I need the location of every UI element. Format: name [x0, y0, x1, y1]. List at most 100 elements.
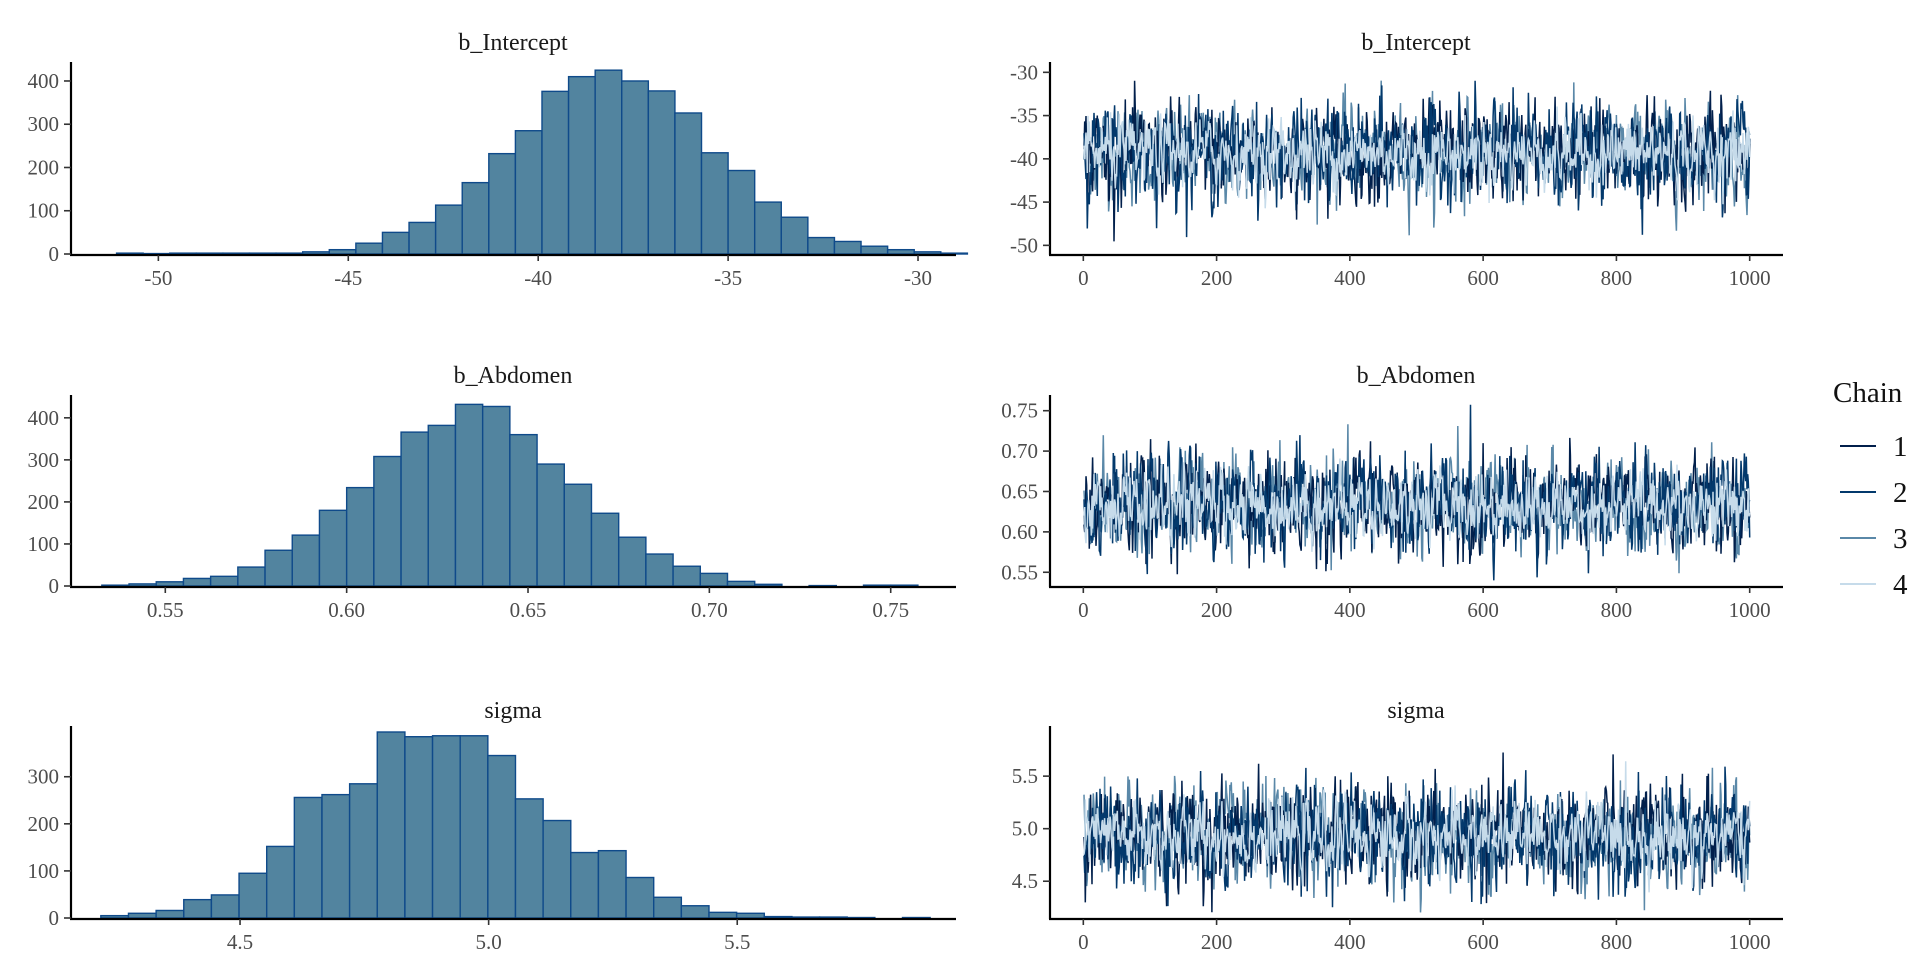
- histogram-bar: [264, 549, 293, 587]
- histogram-bar: [454, 403, 484, 587]
- histogram-bar: [708, 911, 738, 919]
- y-tick-label: -30: [1010, 60, 1038, 84]
- y-tick-label: 5.5: [1012, 764, 1038, 788]
- legend-title: Chain: [1833, 377, 1903, 409]
- histogram-bar: [238, 872, 268, 919]
- histogram-bar: [567, 75, 596, 255]
- histogram-bar: [621, 80, 650, 255]
- x-tick-label: 400: [1334, 266, 1366, 290]
- histogram-bar: [763, 915, 793, 919]
- y-tick-label: -45: [1010, 190, 1038, 214]
- histogram-bar: [563, 483, 593, 587]
- histogram-bar: [348, 783, 378, 919]
- panels: b_Intercept -50 -45 -40 -35 -30 0 100 200 300 400 b…: [28, 30, 1783, 954]
- histogram-panel-sigma: sigma 4.5 5.0 5.5 0 100 200 300: [28, 698, 956, 954]
- y-tick-label: 0: [49, 906, 60, 930]
- histogram-bar: [860, 245, 889, 255]
- histogram-bar: [115, 252, 144, 255]
- y-tick-label: 400: [28, 69, 60, 93]
- x-tick-label: 200: [1201, 266, 1233, 290]
- x-tick-label: -30: [904, 266, 932, 290]
- histogram-bar: [940, 252, 969, 255]
- histogram-bar: [248, 252, 277, 255]
- y-tick-label: 200: [28, 490, 60, 514]
- histogram-bar: [293, 796, 323, 919]
- x-tick-label: 1000: [1729, 930, 1771, 954]
- x-tick-label: 5.5: [724, 930, 750, 954]
- histogram-bar: [427, 424, 457, 587]
- y-tick-label: 0.70: [1001, 439, 1038, 463]
- y-tick-label: 200: [28, 155, 60, 179]
- histogram-bar: [680, 905, 710, 919]
- histogram-bar: [833, 240, 862, 255]
- histogram-bar: [570, 851, 600, 919]
- histogram-bar: [373, 455, 402, 587]
- trace-panel-b_Abdomen: b_Abdomen 0 200 400 600 800 1000 0.55 0.60 0.65 0.…: [1001, 363, 1783, 622]
- x-tick-label: -45: [334, 266, 362, 290]
- histogram-bar: [625, 876, 655, 919]
- y-tick-label: 300: [28, 448, 60, 472]
- x-tick-label: 0: [1078, 266, 1089, 290]
- histogram-bar: [169, 252, 198, 255]
- histogram-bar: [726, 580, 756, 587]
- legend-label: 1: [1893, 431, 1908, 463]
- histogram-bar: [890, 584, 919, 587]
- x-tick-label: 0.70: [691, 598, 728, 622]
- histogram-bar: [301, 251, 330, 255]
- x-tick-label: 0: [1078, 930, 1089, 954]
- histogram-bar: [653, 896, 683, 919]
- x-tick-label: 1000: [1729, 598, 1771, 622]
- legend: Chain 1 2 3 4: [1833, 377, 1908, 601]
- trace-panel-sigma: sigma 0 200 400 600 800 1000 4.5 5.0 5.5: [1012, 698, 1783, 954]
- histogram-bar: [594, 69, 623, 255]
- histogram-panel-b_Abdomen: b_Abdomen 0.55 0.60 0.65 0.70 0.75 0 100 200 300 4…: [28, 363, 956, 622]
- y-tick-label: 4.5: [1012, 869, 1038, 893]
- histogram-bar: [753, 583, 783, 587]
- y-tick-label: 300: [28, 112, 60, 136]
- histogram-bar: [100, 914, 130, 919]
- trace-line-chain-4: [1083, 106, 1751, 209]
- histogram-bar: [699, 572, 729, 587]
- y-tick-label: -35: [1010, 104, 1038, 128]
- histogram-bar: [183, 898, 213, 919]
- histogram-bar: [488, 152, 517, 255]
- x-tick-label: 400: [1334, 598, 1366, 622]
- x-tick-label: 200: [1201, 930, 1233, 954]
- y-tick-label: 100: [28, 532, 60, 556]
- x-tick-label: 4.5: [227, 930, 253, 954]
- y-tick-label: 0.65: [1001, 479, 1038, 503]
- histogram-bar: [265, 845, 296, 919]
- histogram-bar: [617, 536, 647, 587]
- legend-item-chain-1: 1: [1840, 431, 1908, 463]
- histogram-bar: [101, 584, 130, 587]
- panel-title: b_Intercept: [1361, 30, 1471, 56]
- histogram-bar: [209, 575, 239, 587]
- panel-title: b_Abdomen: [1357, 363, 1476, 389]
- legend-item-chain-4: 4: [1840, 569, 1908, 601]
- y-tick-label: 0: [49, 242, 60, 266]
- x-tick-label: 0.55: [147, 598, 184, 622]
- x-tick-label: 600: [1467, 930, 1499, 954]
- histogram-bar: [321, 793, 351, 919]
- x-tick-label: 0.75: [872, 598, 909, 622]
- y-tick-label: 0: [49, 574, 60, 598]
- y-tick-label: 0.55: [1001, 560, 1038, 584]
- y-tick-label: -40: [1010, 147, 1038, 171]
- x-tick-label: 0.65: [510, 598, 547, 622]
- histogram-bar: [195, 252, 224, 255]
- histogram-bar: [647, 90, 676, 255]
- histogram-bar: [807, 236, 836, 255]
- histogram-bar: [318, 509, 348, 587]
- histogram-bar: [674, 112, 703, 255]
- trace-line-chain-4: [1083, 761, 1751, 893]
- histogram-bar: [514, 798, 544, 919]
- histogram-bar: [886, 248, 915, 255]
- histogram-bar: [376, 731, 406, 919]
- x-tick-label: 800: [1601, 930, 1633, 954]
- histogram-bar: [481, 405, 511, 587]
- x-tick-label: 800: [1601, 266, 1633, 290]
- x-tick-label: -50: [144, 266, 172, 290]
- histogram-bar: [818, 916, 848, 919]
- histogram-bar: [645, 553, 674, 587]
